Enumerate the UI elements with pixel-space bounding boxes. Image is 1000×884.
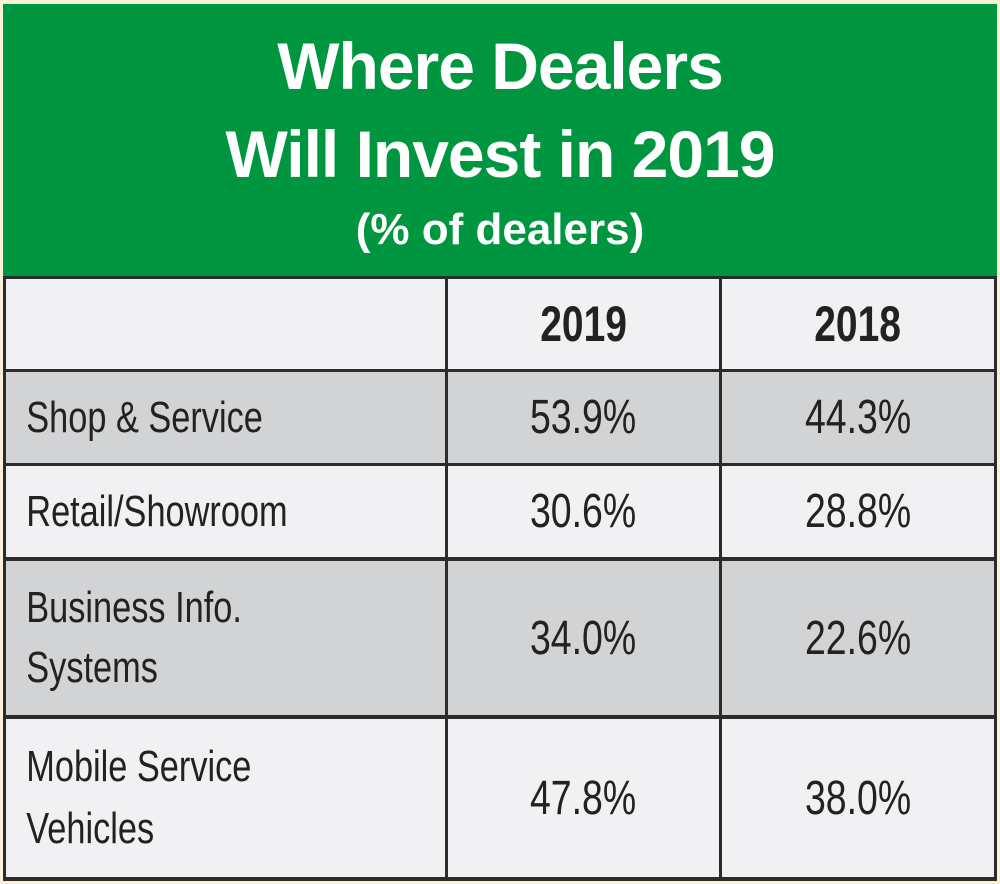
row-label-line: Business Info. bbox=[26, 583, 242, 632]
value-shop-service-2019: 53.9% bbox=[530, 391, 637, 444]
investment-table: Where Dealers Will Invest in 2019 (% of … bbox=[3, 4, 997, 881]
value-business-info-2018: 22.6% bbox=[804, 611, 912, 665]
subtitle: (% of dealers) bbox=[355, 205, 645, 254]
row-label-line: Systems bbox=[26, 643, 158, 692]
title-line-2: Will Invest in 2019 bbox=[225, 117, 776, 191]
title-line-1: Where Dealers bbox=[277, 29, 724, 103]
column-header-2018: 2018 bbox=[722, 279, 994, 369]
value-retail-showroom-2019: 30.6% bbox=[530, 485, 637, 538]
column-header-2019-text: 2019 bbox=[540, 296, 627, 352]
value-retail-showroom-2018: 28.8% bbox=[804, 485, 912, 538]
value-mobile-service-2018: 38.0% bbox=[804, 771, 912, 825]
table-row-label: Mobile Service Vehicles bbox=[6, 719, 445, 877]
table-cell: 22.6% bbox=[722, 561, 994, 715]
table-title-banner: Where Dealers Will Invest in 2019 (% of … bbox=[3, 4, 997, 276]
column-header-2019: 2019 bbox=[448, 279, 719, 369]
table-row-label: Retail/Showroom bbox=[6, 466, 445, 557]
table-cell: 30.6% bbox=[448, 466, 719, 557]
row-label-business-info-systems: Business Info. Systems bbox=[6, 578, 242, 698]
value-shop-service-2018: 44.3% bbox=[804, 391, 912, 444]
table-cell: 44.3% bbox=[722, 372, 994, 463]
row-label-retail-showroom: Retail/Showroom bbox=[26, 486, 288, 536]
table-row-label: Business Info. Systems bbox=[6, 561, 445, 715]
column-header-2018-text: 2018 bbox=[814, 296, 902, 352]
table-cell: 34.0% bbox=[448, 561, 719, 715]
table-row-label: Shop & Service bbox=[6, 372, 445, 463]
row-label-shop-service: Shop & Service bbox=[26, 392, 263, 442]
value-business-info-2019: 34.0% bbox=[530, 611, 637, 665]
table-cell: 47.8% bbox=[448, 719, 719, 877]
table-cell: 38.0% bbox=[722, 719, 994, 877]
value-mobile-service-2019: 47.8% bbox=[530, 771, 637, 825]
row-label-mobile-service-vehicles: Mobile Service Vehicles bbox=[6, 736, 251, 860]
row-label-line: Vehicles bbox=[26, 804, 155, 853]
row-label-line: Mobile Service bbox=[26, 742, 252, 791]
table-cell: 28.8% bbox=[722, 466, 994, 557]
header-empty-cell bbox=[6, 279, 445, 369]
table-cell: 53.9% bbox=[448, 372, 719, 463]
